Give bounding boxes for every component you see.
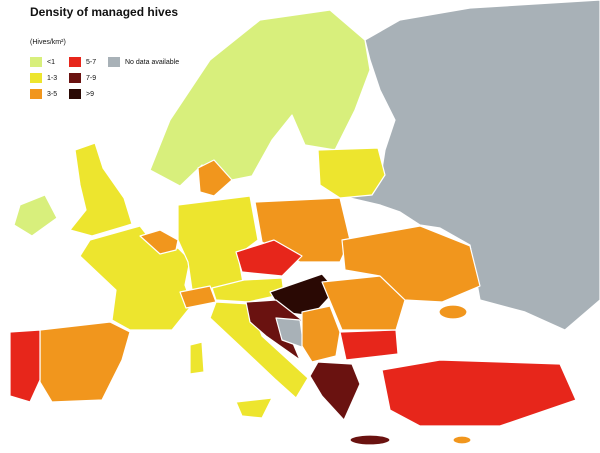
legend-swatch [108,57,120,67]
black-sea [412,308,528,356]
legend-label: 1-3 [47,75,57,82]
legend-label: >9 [86,91,94,98]
legend-swatch [69,73,81,83]
region-crimea [438,304,468,320]
region-spain [39,321,131,403]
region-ireland [13,194,58,237]
region-uk [69,142,133,237]
legend-swatch [30,89,42,99]
region-baltics [317,147,386,199]
region-germany [177,195,259,291]
legend: <1 1-3 3-5 5-7 7-9 >9 No data available [30,57,179,99]
legend-label: No data available [125,59,179,66]
region-ukraine [341,225,481,303]
legend-label: 3-5 [47,91,57,98]
region-turkey [381,359,577,427]
region-crete [349,434,391,446]
region-no-data [344,0,600,331]
region-serbia [301,305,341,363]
region-czechia [235,239,303,277]
legend-label: <1 [47,59,55,66]
legend-swatch [30,57,42,67]
legend-swatch [69,89,81,99]
map-title: Density of managed hives [30,5,178,19]
region-greece [309,361,361,421]
countries [9,0,600,446]
region-bulgaria [339,329,399,361]
region-cyprus [452,435,472,445]
region-belgium [139,229,179,255]
legend-unit: (Hives/km²) [30,39,66,46]
legend-label: 5-7 [86,59,96,66]
region-portugal [9,329,41,403]
region-sardinia [189,341,205,375]
region-denmark [197,159,233,197]
region-croatia [245,299,303,361]
region-sicily [235,397,273,419]
legend-label: 7-9 [86,75,96,82]
legend-swatch [69,57,81,67]
legend-swatch [30,73,42,83]
